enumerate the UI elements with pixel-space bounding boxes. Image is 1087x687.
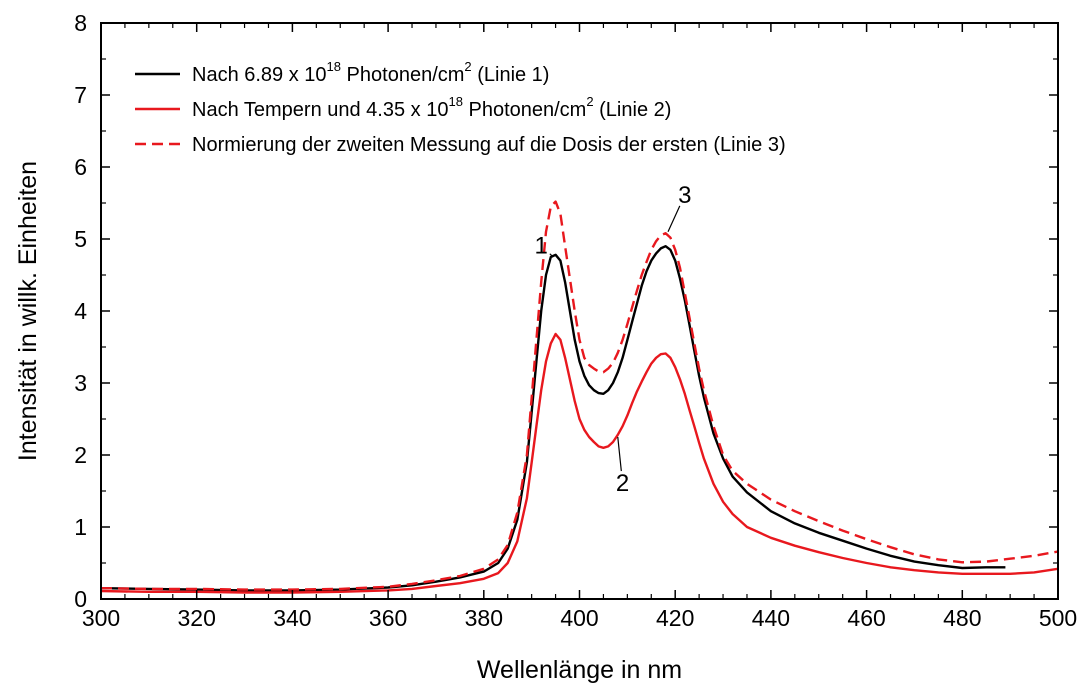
- legend-label-1: Nach 6.89 x 1018 Photonen/cm2 (Linie 1): [192, 59, 549, 86]
- x-tick-label: 440: [752, 605, 790, 631]
- x-tick-label: 300: [82, 605, 120, 631]
- x-tick-label: 400: [560, 605, 598, 631]
- y-tick-label: 5: [74, 226, 87, 252]
- legend-text-part: 18: [327, 59, 341, 74]
- y-tick-label: 2: [74, 442, 87, 468]
- y-tick-label: 8: [74, 10, 87, 36]
- x-tick-label: 420: [656, 605, 694, 631]
- x-axis-title: Wellenlänge in nm: [477, 656, 682, 684]
- annotations: 1 3 2: [535, 182, 692, 497]
- legend-text-part: Nach Tempern und 4.35 x 10: [192, 99, 448, 121]
- annotation-leader-line: [549, 253, 554, 258]
- x-tick-label: 360: [369, 605, 407, 631]
- x-tick-label: 500: [1039, 605, 1077, 631]
- x-tick-label: 340: [273, 605, 311, 631]
- legend-text-part: 2: [464, 59, 471, 74]
- legend-text-part: Photonen/cm: [463, 99, 586, 121]
- y-tick-label: 7: [74, 82, 87, 108]
- y-tick-label: 6: [74, 154, 87, 180]
- legend-text-part: 18: [448, 94, 462, 109]
- legend: Nach 6.89 x 1018 Photonen/cm2 (Linie 1)N…: [135, 59, 786, 156]
- x-tick-label: 480: [943, 605, 981, 631]
- legend-label-3: Normierung der zweiten Messung auf die D…: [192, 134, 786, 156]
- plot-lines: [101, 200, 1058, 594]
- y-tick-label: 4: [74, 298, 87, 324]
- legend-text-part: Nach 6.89 x 10: [192, 64, 327, 86]
- y-tick-label: 1: [74, 514, 87, 540]
- series-line-2: [101, 332, 1058, 594]
- x-tick-label: 320: [178, 605, 216, 631]
- legend-text-part: Normierung der zweiten Messung auf die D…: [192, 134, 786, 156]
- x-tick-label: 460: [847, 605, 885, 631]
- series-line-3: [101, 200, 1058, 591]
- legend-text-part: (Linie 1): [472, 64, 550, 86]
- series-line-1: [101, 245, 1006, 592]
- legend-text-part: Photonen/cm: [341, 64, 464, 86]
- legend-text-part: (Linie 2): [594, 99, 672, 121]
- y-axis-title: Intensität in willk. Einheiten: [14, 161, 42, 461]
- annotation-leader-line: [667, 205, 681, 233]
- annotation-label: 1: [535, 232, 548, 259]
- legend-text-part: 2: [586, 94, 593, 109]
- y-tick-label: 3: [74, 370, 87, 396]
- y-tick-label: 0: [74, 586, 87, 612]
- annotation-label: 2: [616, 470, 629, 497]
- annotation-label: 3: [678, 182, 691, 209]
- x-tick-label: 380: [465, 605, 503, 631]
- axis-ticks: [100, 22, 1059, 600]
- axis-tick-labels: 300 320 340 360 380 400 420 440 460 480 500 0 1 2 3 4 5 6…: [74, 10, 1077, 631]
- annotation-leader-line: [617, 436, 622, 472]
- legend-label-2: Nach Tempern und 4.35 x 1018 Photonen/cm…: [192, 94, 671, 121]
